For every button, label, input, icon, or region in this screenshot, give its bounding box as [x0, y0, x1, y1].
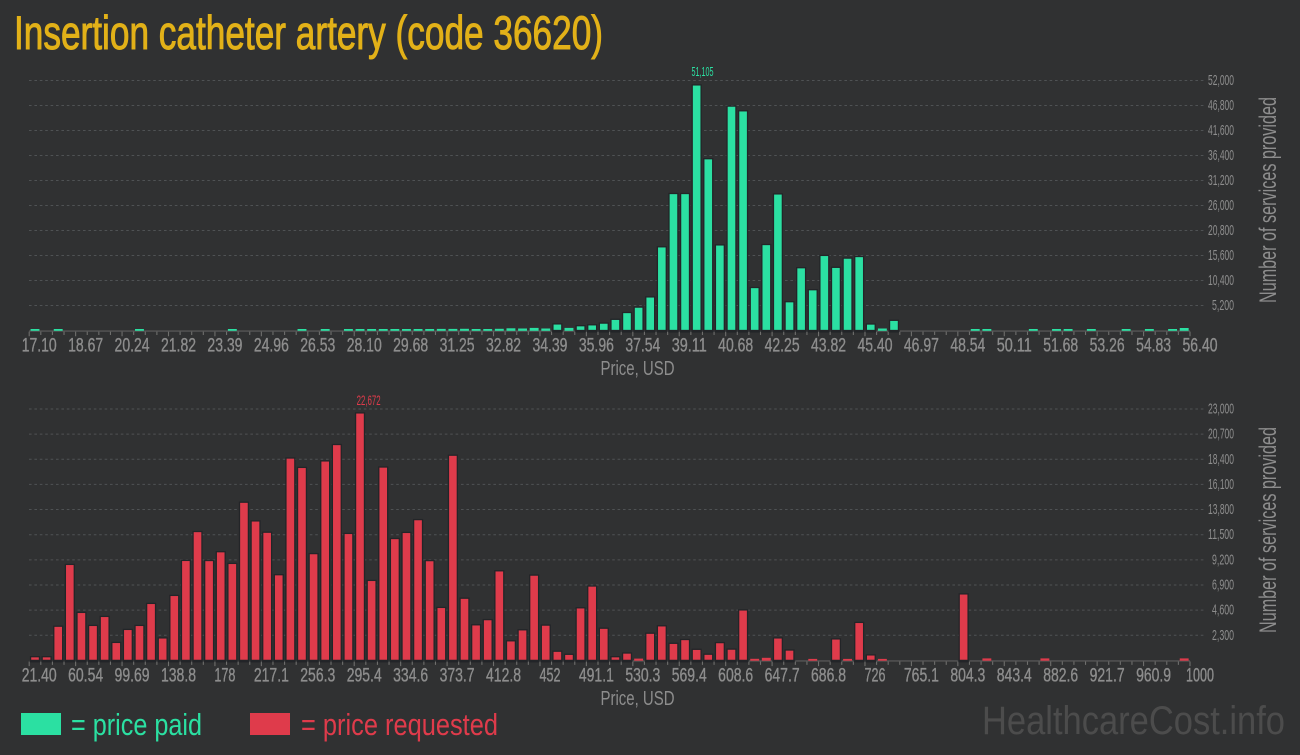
- svg-text:= price paid: = price paid: [71, 707, 202, 742]
- svg-text:24.96: 24.96: [254, 336, 289, 357]
- svg-text:569.4: 569.4: [672, 666, 707, 687]
- svg-text:256.3: 256.3: [300, 666, 335, 687]
- svg-text:46,800: 46,800: [1208, 97, 1234, 114]
- svg-text:921.7: 921.7: [1090, 666, 1125, 687]
- svg-text:60.54: 60.54: [68, 666, 103, 687]
- svg-text:217.1: 217.1: [254, 666, 289, 687]
- svg-text:51.68: 51.68: [1043, 336, 1078, 357]
- svg-text:48.54: 48.54: [950, 336, 985, 357]
- svg-text:1000: 1000: [1186, 666, 1214, 687]
- svg-text:804.3: 804.3: [950, 666, 985, 687]
- svg-text:452: 452: [539, 666, 560, 687]
- svg-text:15,600: 15,600: [1208, 247, 1234, 264]
- svg-text:9,200: 9,200: [1212, 551, 1234, 568]
- svg-text:31,200: 31,200: [1208, 172, 1234, 189]
- svg-text:17.10: 17.10: [22, 336, 57, 357]
- svg-text:18.67: 18.67: [68, 336, 103, 357]
- svg-text:22,672: 22,672: [357, 393, 381, 408]
- svg-text:32.82: 32.82: [486, 336, 521, 357]
- svg-text:412.8: 412.8: [486, 666, 521, 687]
- svg-text:178: 178: [214, 666, 235, 687]
- svg-text:2,300: 2,300: [1212, 627, 1234, 644]
- svg-text:Insertion catheter artery (cod: Insertion catheter artery (code 36620): [14, 6, 603, 59]
- svg-text:647.7: 647.7: [765, 666, 800, 687]
- svg-text:35.96: 35.96: [579, 336, 614, 357]
- svg-text:99.69: 99.69: [115, 666, 150, 687]
- svg-text:Price, USD: Price, USD: [601, 688, 675, 710]
- svg-text:26,000: 26,000: [1208, 197, 1234, 214]
- svg-text:HealthcareCost.info: HealthcareCost.info: [982, 699, 1285, 743]
- svg-text:23,000: 23,000: [1208, 401, 1234, 418]
- svg-text:42.25: 42.25: [765, 336, 800, 357]
- svg-text:31.25: 31.25: [440, 336, 475, 357]
- svg-text:726: 726: [864, 666, 885, 687]
- svg-text:52,000: 52,000: [1208, 72, 1234, 89]
- svg-text:45.40: 45.40: [857, 336, 892, 357]
- svg-text:608.6: 608.6: [718, 666, 753, 687]
- svg-text:40.68: 40.68: [718, 336, 753, 357]
- svg-text:43.82: 43.82: [811, 336, 846, 357]
- svg-text:51,105: 51,105: [692, 64, 714, 79]
- svg-text:21.82: 21.82: [161, 336, 196, 357]
- svg-text:= price requested: = price requested: [301, 707, 498, 742]
- svg-text:50.11: 50.11: [997, 336, 1032, 357]
- svg-text:882.6: 882.6: [1043, 666, 1078, 687]
- svg-text:138.8: 138.8: [161, 666, 196, 687]
- svg-text:295.4: 295.4: [347, 666, 382, 687]
- svg-text:491.1: 491.1: [579, 666, 614, 687]
- svg-text:5,200: 5,200: [1212, 297, 1234, 314]
- svg-text:54.83: 54.83: [1136, 336, 1171, 357]
- svg-text:960.9: 960.9: [1136, 666, 1171, 687]
- svg-text:10,400: 10,400: [1208, 272, 1234, 289]
- svg-text:Number of services provided: Number of services provided: [1255, 97, 1282, 303]
- svg-text:41,600: 41,600: [1208, 122, 1234, 139]
- svg-text:843.4: 843.4: [997, 666, 1032, 687]
- svg-text:23.39: 23.39: [207, 336, 242, 357]
- svg-text:Number of services provided: Number of services provided: [1255, 427, 1282, 633]
- svg-text:46.97: 46.97: [904, 336, 939, 357]
- svg-text:36,400: 36,400: [1208, 147, 1234, 164]
- svg-text:18,400: 18,400: [1208, 451, 1234, 468]
- svg-text:56.40: 56.40: [1183, 336, 1218, 357]
- svg-text:530.3: 530.3: [625, 666, 660, 687]
- svg-text:20,800: 20,800: [1208, 222, 1234, 239]
- svg-text:29.68: 29.68: [393, 336, 428, 357]
- svg-text:53.26: 53.26: [1090, 336, 1125, 357]
- svg-text:13,800: 13,800: [1208, 501, 1234, 518]
- svg-text:20,700: 20,700: [1208, 426, 1234, 443]
- svg-text:765.1: 765.1: [904, 666, 939, 687]
- svg-text:Price, USD: Price, USD: [601, 358, 675, 380]
- svg-text:16,100: 16,100: [1208, 476, 1234, 493]
- svg-text:37.54: 37.54: [625, 336, 660, 357]
- svg-text:39.11: 39.11: [672, 336, 707, 357]
- svg-text:4,600: 4,600: [1212, 602, 1234, 619]
- svg-text:21.40: 21.40: [22, 666, 57, 687]
- svg-text:20.24: 20.24: [115, 336, 150, 357]
- svg-text:686.8: 686.8: [811, 666, 846, 687]
- svg-text:34.39: 34.39: [532, 336, 567, 357]
- svg-text:28.10: 28.10: [347, 336, 382, 357]
- svg-text:11,500: 11,500: [1208, 526, 1234, 543]
- svg-text:373.7: 373.7: [440, 666, 475, 687]
- svg-text:6,900: 6,900: [1212, 576, 1234, 593]
- svg-text:26.53: 26.53: [300, 336, 335, 357]
- svg-text:334.6: 334.6: [393, 666, 428, 687]
